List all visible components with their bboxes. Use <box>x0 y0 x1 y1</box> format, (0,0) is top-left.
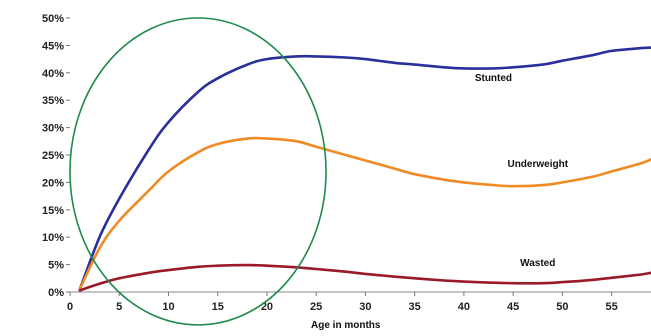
y-tick-label: 40% <box>42 68 64 80</box>
x-tick-label: 5 <box>116 301 122 313</box>
series-line-underweight <box>78 136 651 291</box>
x-tick-label: 45 <box>507 301 519 313</box>
x-axis-title: Age in months <box>311 320 381 331</box>
y-tick-label: 25% <box>42 150 64 162</box>
x-tick-label: 40 <box>458 301 470 313</box>
y-axis: 0% 5% 10% 15% 20% 25% 30% 35% 40% 45% 50% <box>42 13 70 299</box>
y-tick-label: 35% <box>42 95 64 107</box>
y-tick-label: 45% <box>42 40 64 52</box>
x-tick-label: 30 <box>359 301 371 313</box>
series-line-stunted <box>78 46 651 291</box>
y-tick-label: 15% <box>42 205 64 217</box>
x-tick-label: 0 <box>67 301 73 313</box>
annotation-layer <box>69 17 327 326</box>
x-tick-label: 20 <box>261 301 273 313</box>
x-tick-label: 10 <box>162 301 174 313</box>
x-axis: 0 5 10 15 20 25 30 35 40 45 50 55 <box>67 291 651 313</box>
y-tick-label: 30% <box>42 123 64 135</box>
x-tick-label: 15 <box>212 301 224 313</box>
series-label-underweight: Underweight <box>507 159 568 170</box>
y-tick-label: 10% <box>42 232 64 244</box>
y-tick-label: 50% <box>42 13 64 25</box>
x-tick-label: 50 <box>556 301 568 313</box>
series-layer <box>78 46 651 292</box>
series-label-wasted: Wasted <box>520 258 555 269</box>
highlight-ellipse <box>69 17 327 326</box>
x-tick-label: 55 <box>605 301 617 313</box>
y-tick-label: 20% <box>42 177 64 189</box>
x-tick-label: 25 <box>310 301 322 313</box>
y-tick-label: 0% <box>48 287 64 299</box>
series-line-wasted <box>78 263 651 292</box>
series-label-stunted: Stunted <box>475 73 512 84</box>
series-labels: Stunted Underweight Wasted <box>475 73 569 269</box>
x-tick-label: 35 <box>409 301 421 313</box>
y-tick-label: 5% <box>48 260 64 272</box>
